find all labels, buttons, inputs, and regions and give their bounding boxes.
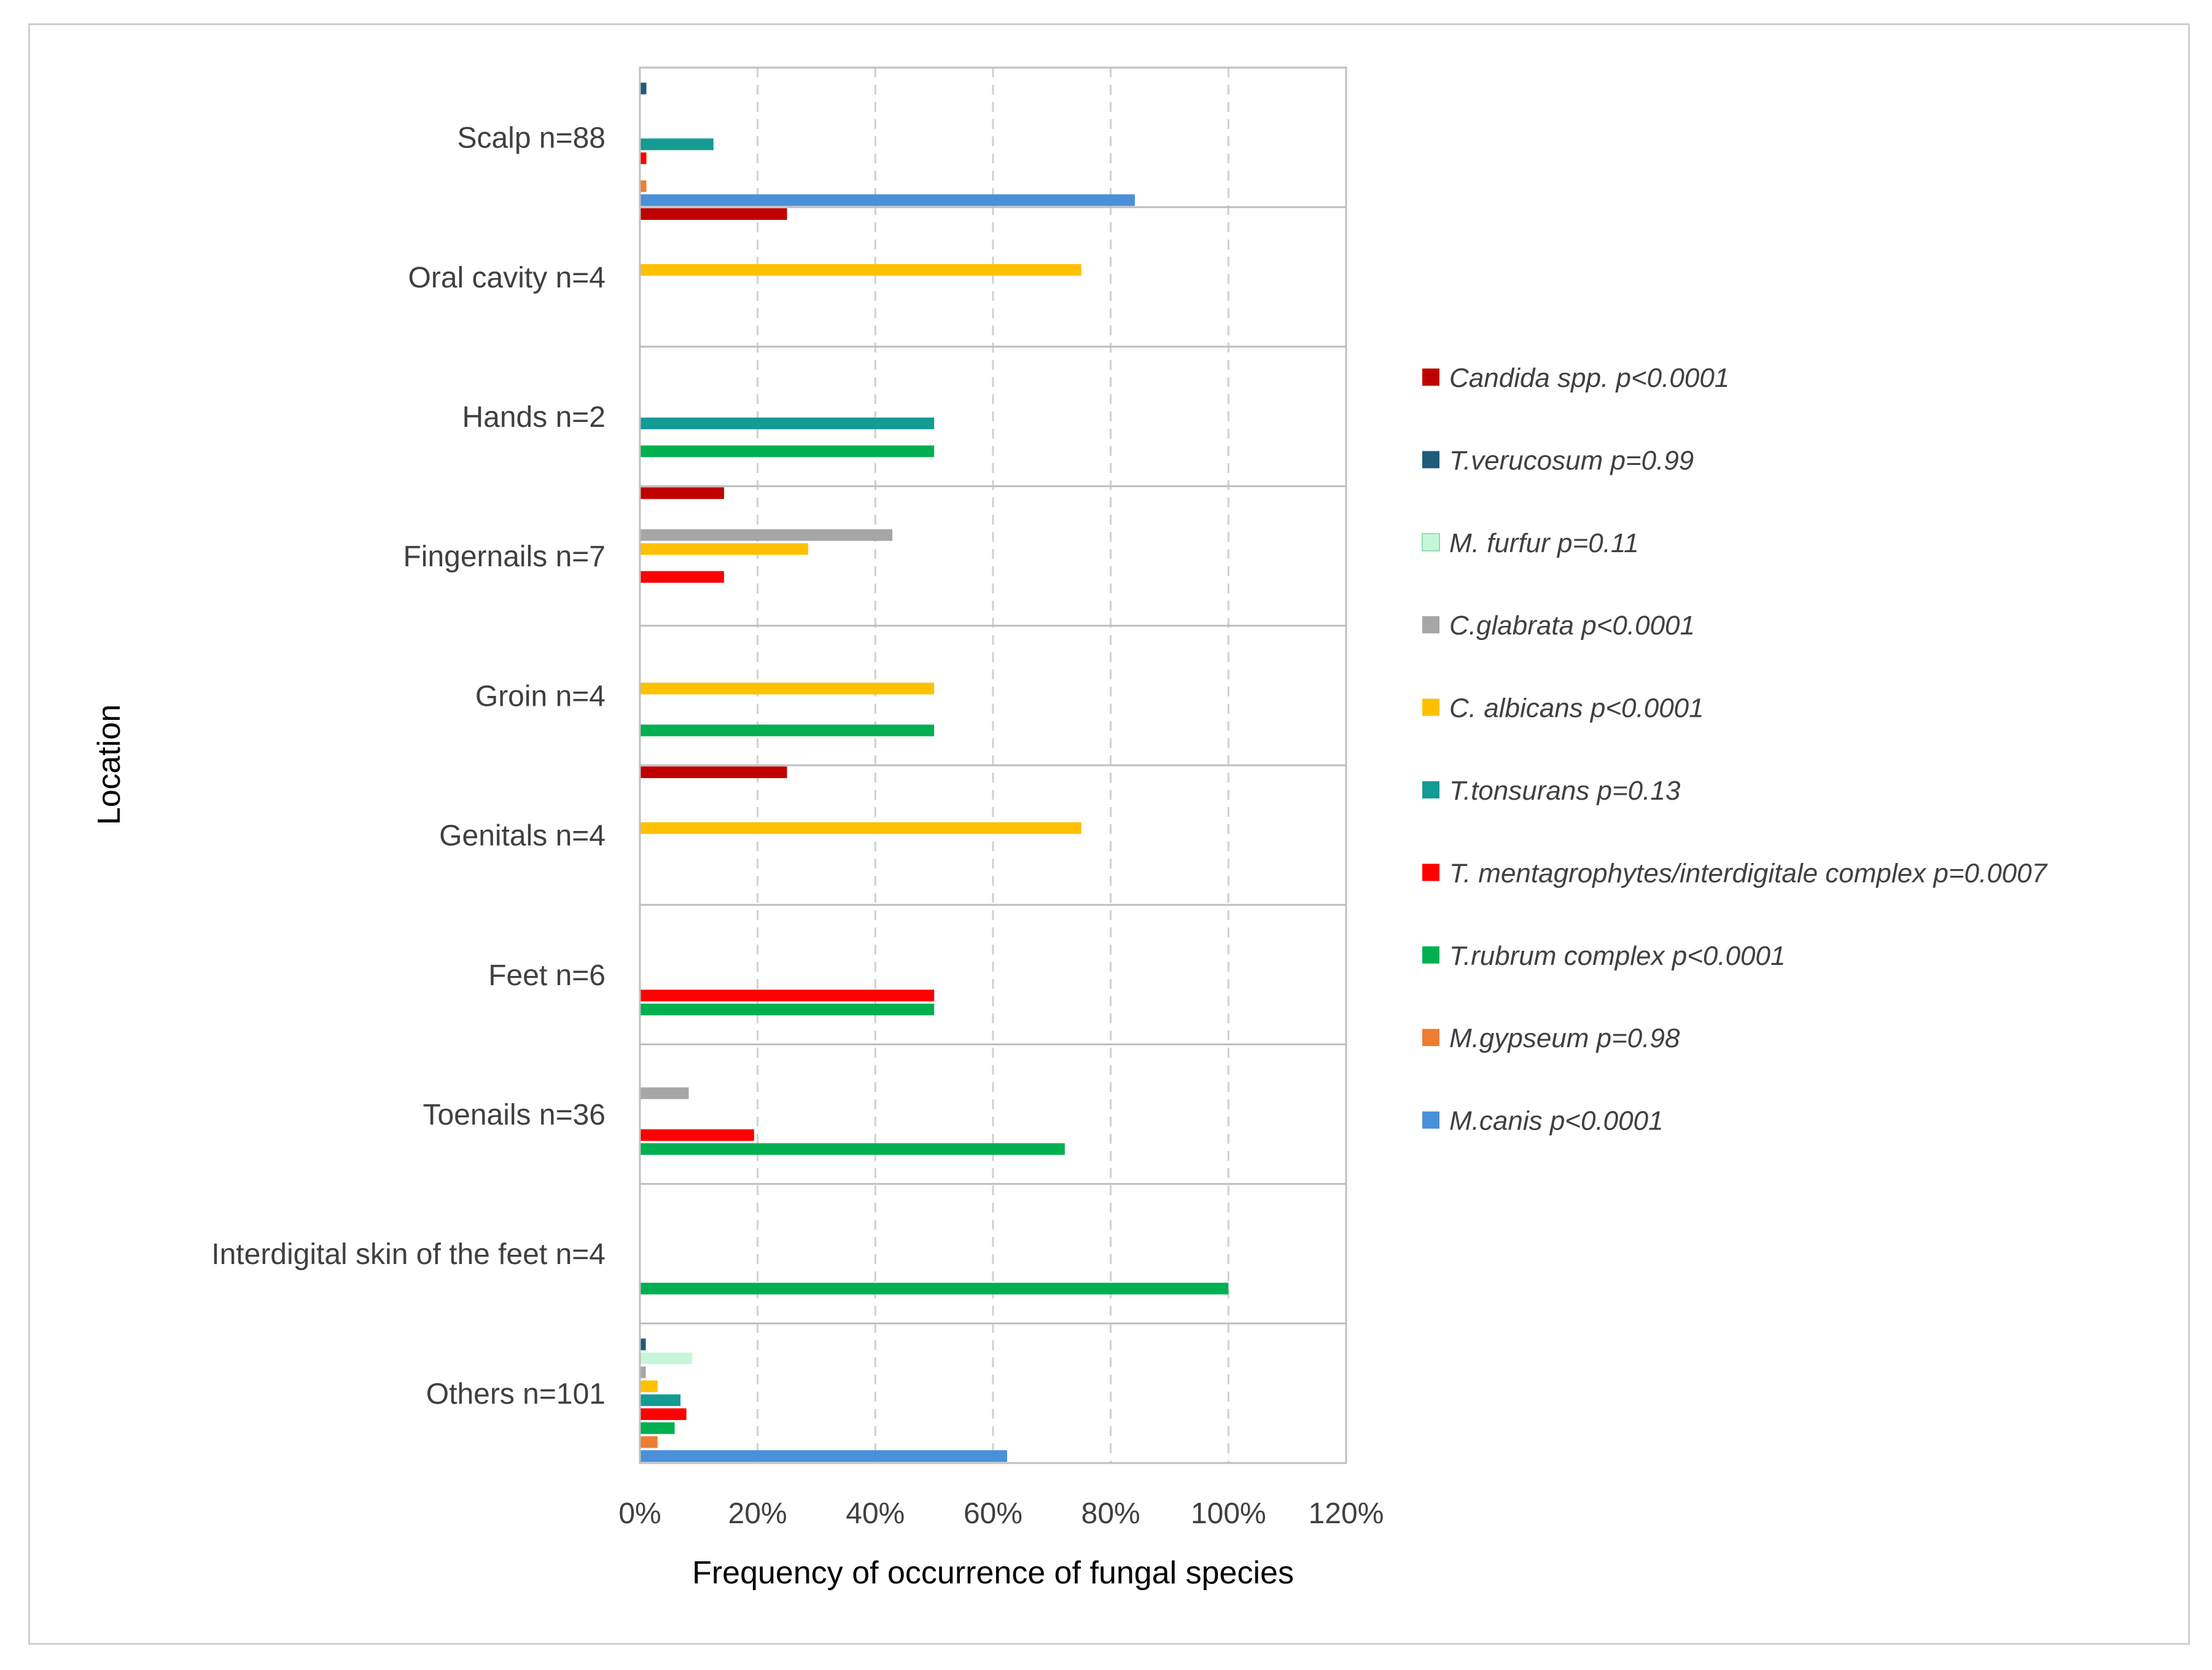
bar-10-2 xyxy=(640,1338,646,1351)
legend-swatch xyxy=(1422,369,1439,386)
legend-swatch xyxy=(1422,533,1440,552)
chart-frame xyxy=(28,23,2190,1645)
category-label: Groin n=4 xyxy=(475,680,606,712)
bar-2-1 xyxy=(640,208,787,220)
bar-10-10 xyxy=(640,1450,1007,1462)
bar-3-8 xyxy=(640,445,935,458)
legend-label: C.glabrata p<0.0001 xyxy=(1449,611,1695,641)
bar-10-7 xyxy=(640,1408,687,1420)
category-labels: Scalp n=88 Oral cavity n=4 Hands n=2 Finger… xyxy=(211,122,606,1411)
bar-4-7 xyxy=(640,571,725,583)
bar-7-8 xyxy=(640,1004,935,1016)
x-tick-label: 80% xyxy=(1081,1497,1140,1530)
bar-6-5 xyxy=(640,822,1081,834)
x-tick-labels: 0% 20% 40% 60% 80% 100% 120% xyxy=(618,1497,1384,1530)
legend-label: T.verucosum p=0.99 xyxy=(1449,445,1694,475)
bar-1-9 xyxy=(640,180,647,192)
legend-swatch xyxy=(1422,946,1439,964)
category-label: Interdigital skin of the feet n=4 xyxy=(211,1238,606,1271)
bar-1-2 xyxy=(640,82,647,95)
bar-10-9 xyxy=(640,1436,658,1448)
legend-label: T. mentagrophytes/interdigitale complex … xyxy=(1449,858,2048,888)
x-tick-label: 60% xyxy=(964,1497,1022,1530)
x-tick-label: 40% xyxy=(846,1497,905,1530)
legend-label: M.gypseum p=0.98 xyxy=(1449,1023,1680,1053)
x-tick-label: 0% xyxy=(618,1497,661,1530)
y-axis-title: Location xyxy=(92,704,127,825)
x-axis-title: Frequency of occurrence of fungal specie… xyxy=(692,1555,1294,1591)
bar-7-7 xyxy=(640,989,935,1002)
legend-swatch xyxy=(1422,781,1439,798)
legend-label: C. albicans p<0.0001 xyxy=(1449,693,1704,724)
legend-label: M.canis p<0.0001 xyxy=(1449,1106,1664,1136)
bar-10-6 xyxy=(640,1394,681,1407)
category-label: Feet n=6 xyxy=(488,959,606,992)
bar-6-1 xyxy=(640,766,787,778)
bar-1-10 xyxy=(640,194,1135,206)
legend-swatch xyxy=(1422,1111,1439,1129)
bar-3-6 xyxy=(640,417,935,429)
legend-swatch xyxy=(1422,698,1439,716)
legend: Candida spp. p<0.0001 T.verucosum p=0.99 M… xyxy=(1422,363,2048,1136)
category-label: Oral cavity n=4 xyxy=(408,262,606,294)
x-tick-label: 100% xyxy=(1191,1497,1266,1530)
bar-5-5 xyxy=(640,682,935,695)
x-tick-label: 120% xyxy=(1309,1497,1384,1530)
legend-swatch xyxy=(1422,1029,1439,1047)
bar-10-3 xyxy=(640,1352,693,1365)
bar-9-8 xyxy=(640,1282,1229,1295)
bar-8-7 xyxy=(640,1129,754,1141)
bar-10-8 xyxy=(640,1422,675,1434)
bar-10-5 xyxy=(640,1380,658,1392)
bar-4-4 xyxy=(640,529,893,541)
bar-8-8 xyxy=(640,1143,1065,1155)
x-tick-label: 20% xyxy=(728,1497,787,1530)
legend-swatch xyxy=(1422,451,1439,469)
bar-4-5 xyxy=(640,543,809,555)
bar-10-4 xyxy=(640,1366,646,1378)
bar-2-5 xyxy=(640,263,1081,276)
category-label: Scalp n=88 xyxy=(457,122,606,155)
legend-label: M. furfur p=0.11 xyxy=(1449,528,1639,558)
legend-label: T.tonsurans p=0.13 xyxy=(1449,776,1681,806)
bar-5-8 xyxy=(640,724,935,736)
category-label: Hands n=2 xyxy=(462,401,606,434)
category-label: Genitals n=4 xyxy=(439,820,606,853)
bar-4-1 xyxy=(640,487,725,499)
bar-1-6 xyxy=(640,138,714,150)
legend-label: T.rubrum complex p<0.0001 xyxy=(1449,941,1785,971)
category-label: Fingernails n=7 xyxy=(403,540,606,573)
bars-layer xyxy=(639,68,1229,1463)
legend-label: Candida spp. p<0.0001 xyxy=(1449,363,1729,393)
bar-8-4 xyxy=(640,1087,689,1099)
legend-swatch xyxy=(1422,864,1439,881)
legend-swatch xyxy=(1422,616,1439,634)
category-label: Toenails n=36 xyxy=(423,1099,606,1131)
bar-1-7 xyxy=(640,152,647,165)
category-label: Others n=101 xyxy=(426,1378,606,1410)
